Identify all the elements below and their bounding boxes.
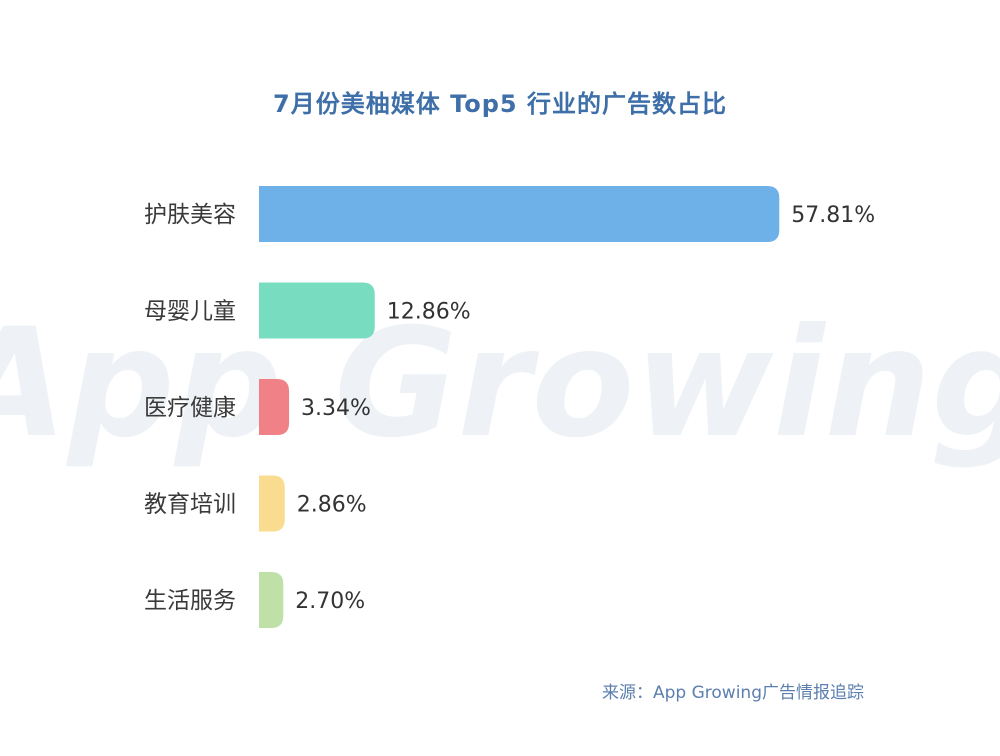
- bar-5: [259, 572, 284, 628]
- bar-3: [259, 379, 290, 435]
- value-label-4: 2.86%: [297, 493, 367, 518]
- chart-title: 7月份美柚媒体 Top5 行业的广告数占比: [273, 90, 727, 118]
- bar-4: [259, 475, 285, 532]
- bar-1: [259, 186, 780, 242]
- category-label-5: 生活服务: [144, 588, 236, 614]
- category-label-1: 护肤美容: [144, 202, 236, 228]
- bar-2: [259, 282, 375, 339]
- category-label-2: 母婴儿童: [144, 299, 236, 325]
- category-label-3: 医疗健康: [144, 395, 236, 421]
- value-label-3: 3.34%: [301, 396, 371, 421]
- value-label-2: 12.86%: [387, 300, 471, 325]
- source-note: 来源：App Growing广告情报追踪: [602, 683, 864, 703]
- watermark-text: App Growing: [0, 297, 1000, 471]
- value-label-5: 2.70%: [295, 589, 365, 614]
- value-label-1: 57.81%: [791, 203, 875, 228]
- category-label-4: 教育培训: [144, 492, 236, 518]
